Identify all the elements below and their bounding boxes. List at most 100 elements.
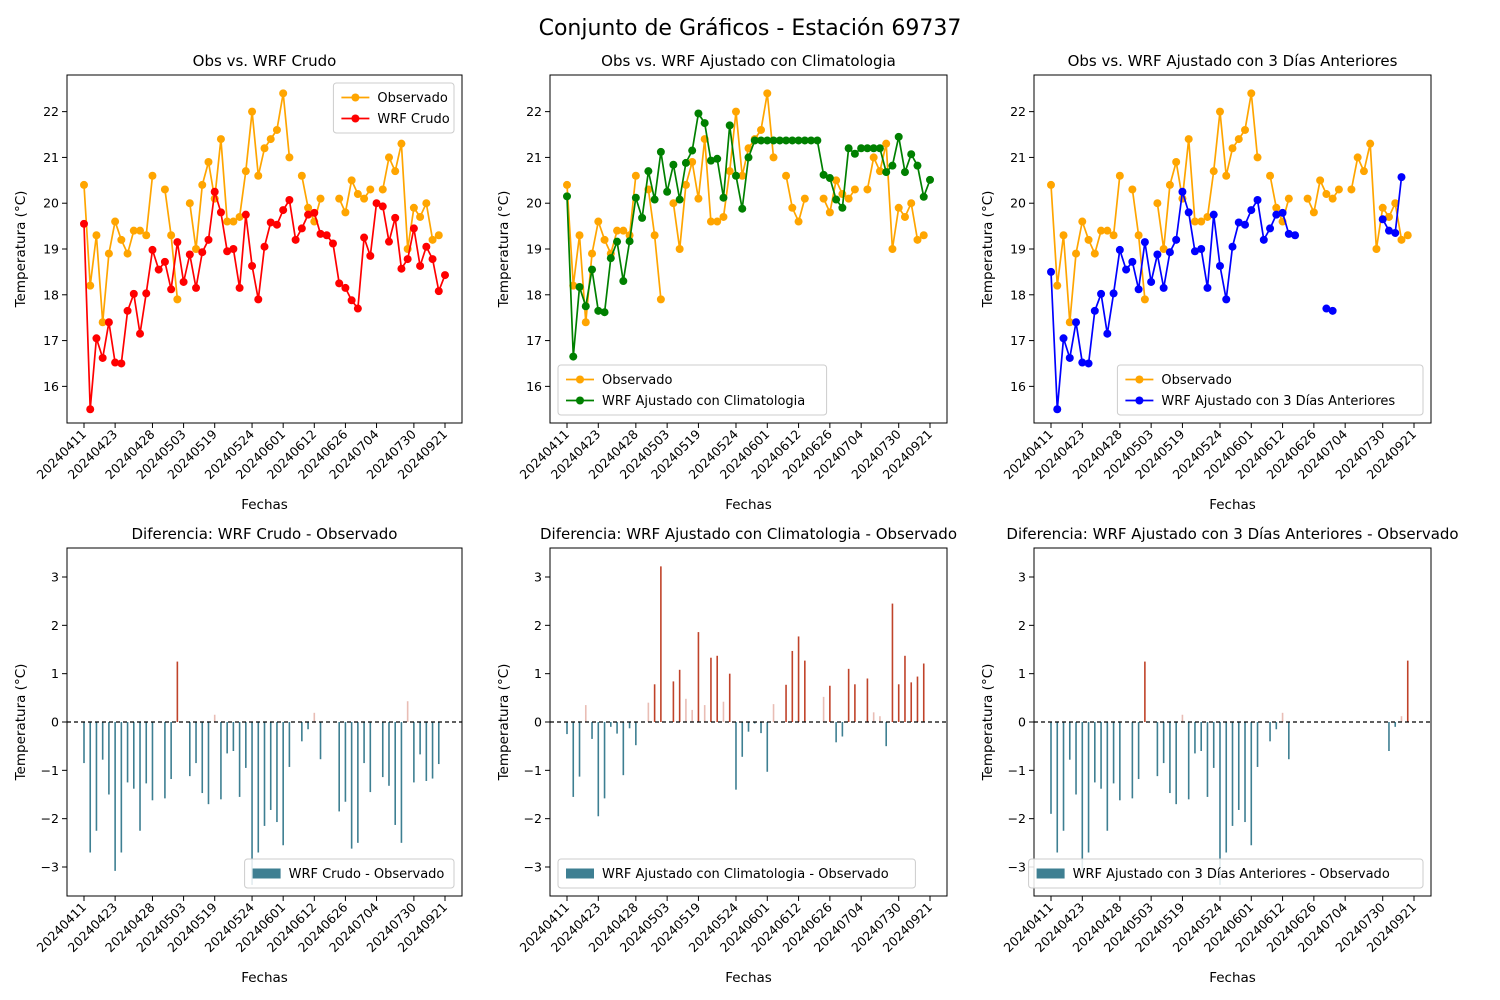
bar	[922, 663, 925, 722]
data-point	[681, 180, 690, 189]
data-point	[1397, 235, 1406, 244]
bar	[584, 705, 587, 722]
data-point	[266, 135, 275, 144]
series-line	[83, 191, 446, 410]
data-point	[844, 194, 853, 203]
data-point	[1103, 329, 1112, 338]
axes-frame	[66, 74, 463, 424]
data-point	[416, 261, 425, 270]
bar	[425, 722, 428, 781]
data-point	[185, 250, 194, 259]
bar	[132, 722, 135, 789]
data-point	[619, 277, 628, 286]
data-point	[272, 220, 281, 229]
bar	[406, 701, 409, 722]
data-point	[428, 255, 437, 264]
data-point	[360, 194, 369, 203]
bar	[854, 684, 856, 722]
data-point	[656, 295, 665, 304]
bar	[653, 684, 656, 722]
x-axis-label: Fechas	[241, 497, 288, 513]
data-point	[1403, 231, 1412, 240]
bar	[572, 722, 575, 797]
data-point	[575, 283, 584, 292]
data-point	[167, 231, 176, 240]
y-tick-label: 16	[1010, 379, 1026, 394]
y-tick-label: 2	[1018, 618, 1026, 633]
y-tick-label: −3	[41, 860, 59, 875]
data-point	[285, 196, 294, 205]
data-point	[148, 171, 157, 180]
bar	[1131, 722, 1134, 799]
bar	[195, 722, 197, 764]
bar	[151, 722, 154, 801]
bar	[437, 722, 440, 765]
bar	[766, 722, 769, 772]
data-point	[1165, 248, 1174, 257]
data-point	[688, 158, 697, 166]
bar	[120, 722, 123, 853]
data-point	[391, 213, 400, 222]
bar	[145, 722, 148, 784]
bar	[1406, 660, 1409, 722]
data-point	[1090, 249, 1099, 258]
series-line	[1050, 175, 1121, 323]
data-point	[1228, 144, 1237, 153]
data-point	[254, 295, 263, 304]
bar	[1250, 722, 1253, 846]
data-point	[675, 245, 684, 253]
data-point	[80, 180, 88, 189]
bar	[1094, 722, 1096, 783]
legend-label: WRF Ajustado con Climatologia - Observad…	[602, 867, 889, 882]
y-tick-label: −1	[524, 763, 542, 778]
data-point	[1222, 295, 1231, 304]
series-line	[785, 175, 806, 224]
data-point	[1241, 125, 1250, 134]
bar	[201, 722, 204, 794]
y-tick-label: 21	[1010, 150, 1026, 165]
bar	[176, 661, 179, 722]
bar	[885, 722, 887, 747]
bar	[610, 722, 612, 727]
data-point	[1197, 245, 1206, 253]
data-point	[888, 245, 897, 253]
bar	[369, 722, 372, 793]
data-point	[260, 242, 269, 251]
bar	[126, 722, 129, 783]
data-point	[111, 358, 120, 367]
data-point	[129, 226, 138, 235]
bar	[357, 722, 359, 843]
subplot-title: Diferencia: WRF Ajustado con Climatologi…	[540, 525, 957, 543]
bar	[1400, 716, 1403, 722]
data-point	[198, 248, 207, 257]
y-tick-label: 17	[43, 333, 59, 348]
data-point	[248, 107, 257, 116]
data-point	[1134, 285, 1143, 294]
bar	[747, 722, 750, 732]
bar	[245, 722, 247, 768]
data-point	[1253, 196, 1262, 205]
series-line	[866, 143, 925, 250]
data-point	[416, 212, 425, 221]
data-point	[1347, 185, 1356, 194]
data-point	[241, 167, 250, 176]
data-point	[316, 229, 325, 238]
data-point	[1072, 318, 1081, 327]
bar	[603, 722, 606, 799]
data-point	[1115, 245, 1124, 254]
y-tick-label: −3	[1008, 860, 1026, 875]
data-point	[1184, 208, 1193, 217]
bar	[263, 722, 266, 826]
data-point	[825, 174, 834, 183]
bar	[388, 722, 390, 786]
data-point	[875, 144, 884, 153]
data-point	[160, 185, 169, 194]
data-point	[1153, 250, 1162, 259]
data-point	[1115, 171, 1124, 180]
data-point	[1259, 235, 1268, 244]
y-tick-label: 20	[1010, 196, 1026, 211]
bar	[1244, 722, 1246, 823]
data-point	[1378, 215, 1387, 224]
data-point	[1140, 295, 1149, 304]
bar	[716, 655, 719, 722]
